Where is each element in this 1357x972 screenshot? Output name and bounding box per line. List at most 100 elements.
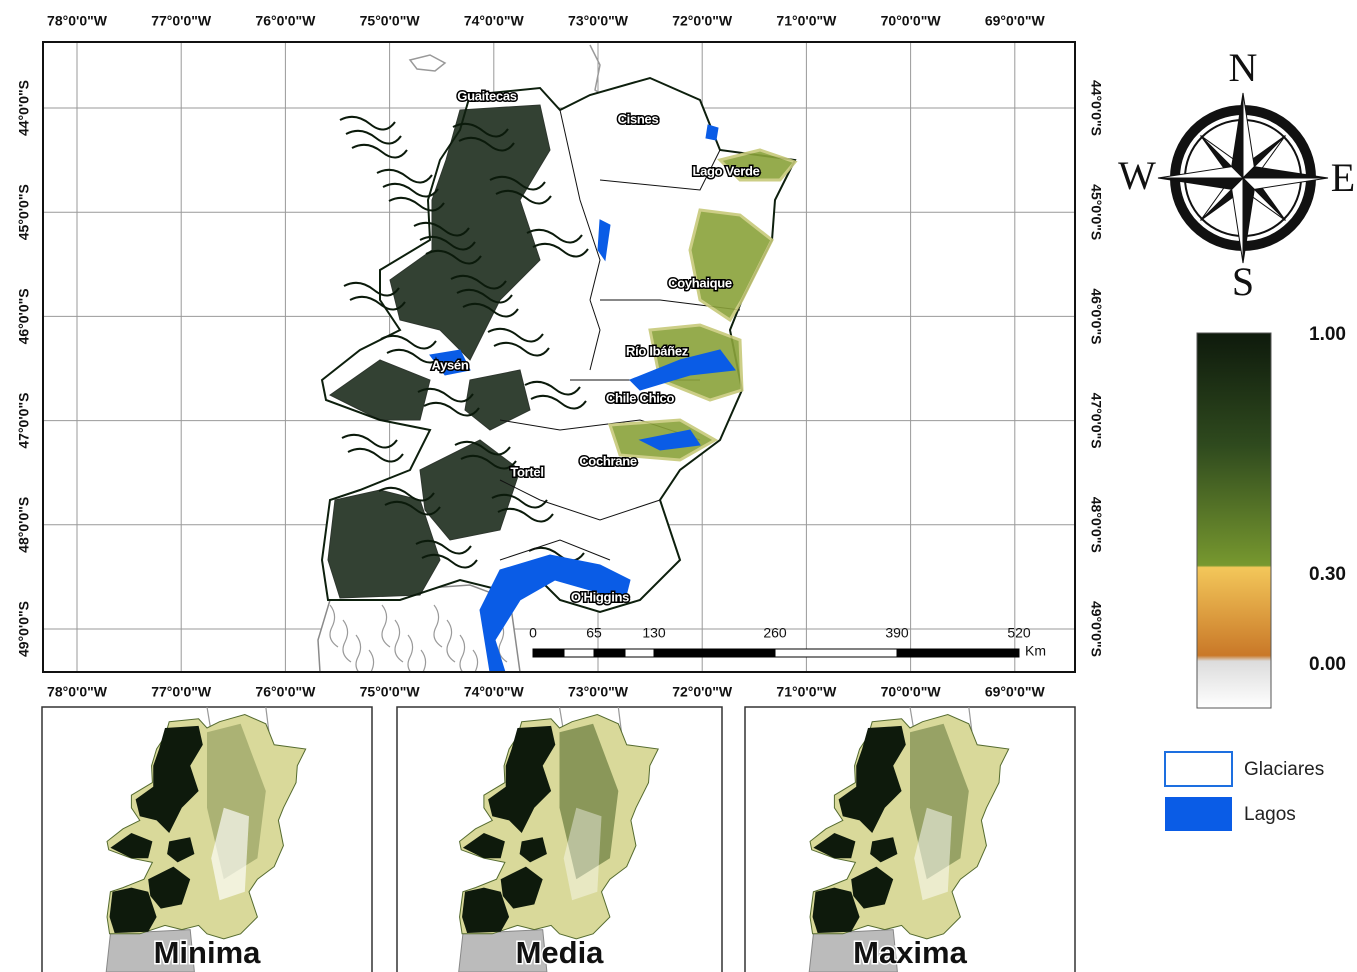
forest: [341, 433, 398, 449]
latitude-label: 44°0'0"S: [1088, 80, 1104, 136]
inset-bare: [563, 807, 602, 901]
forest: [382, 182, 439, 198]
forest: [413, 221, 470, 237]
scale-bar-unit: Km: [1025, 643, 1046, 659]
vegetation: [688, 208, 774, 323]
longitude-label: 71°0'0"W: [776, 684, 837, 700]
longitude-label: 77°0'0"W: [151, 13, 212, 29]
forest: [495, 189, 552, 205]
colorbar: [1196, 332, 1272, 709]
forest: [489, 175, 546, 191]
inset-forest: [488, 725, 556, 833]
forest: [460, 454, 517, 470]
inset-forest: [870, 837, 898, 863]
forest: [419, 235, 476, 251]
map-frame: [42, 41, 1076, 673]
compass-north: N: [1229, 45, 1258, 90]
longitude-label: 75°0'0"W: [360, 684, 421, 700]
scale-bar-segment: [774, 648, 898, 658]
colorbar-label: 0.30: [1309, 564, 1346, 585]
longitude-label: 73°0'0"W: [568, 684, 629, 700]
inset-neighbor: [808, 929, 898, 972]
latitude-label: 48°0'0"S: [16, 497, 32, 553]
place-label: Coyhaique: [668, 275, 732, 290]
longitude-label: 70°0'0"W: [881, 13, 942, 29]
place-label: Río Ibáñez: [626, 343, 689, 358]
neighbor-coast: [446, 619, 456, 663]
longitude-label: 72°0'0"W: [672, 13, 733, 29]
latitude-label: 49°0'0"S: [1088, 601, 1104, 657]
inset-forest: [167, 837, 195, 863]
longitude-label: 77°0'0"W: [151, 684, 212, 700]
lake: [429, 349, 471, 376]
map-content: [43, 42, 1075, 672]
inset-forest: [148, 866, 191, 909]
longitude-label: 78°0'0"W: [47, 684, 108, 700]
longitude-label: 69°0'0"W: [985, 13, 1046, 29]
place-label: Aysén: [431, 357, 468, 372]
inset-forest: [838, 725, 906, 833]
longitude-label: 76°0'0"W: [255, 684, 316, 700]
inset-title: Minima: [154, 935, 262, 970]
boundary: [589, 299, 601, 371]
scale-bar-label: 520: [1007, 625, 1031, 641]
longitude-label: 70°0'0"W: [881, 684, 942, 700]
inset-title: Media: [516, 935, 605, 970]
inset-forest: [812, 887, 860, 933]
inset-forest: [109, 887, 157, 933]
neighbor-coast: [368, 649, 375, 672]
latitude-label: 49°0'0"S: [16, 601, 32, 657]
forest: [532, 242, 589, 258]
inset-forest: [135, 725, 203, 833]
scale-bar-label: 390: [885, 625, 909, 641]
neighbor-coast: [472, 649, 479, 672]
latitude-label: 46°0'0"S: [16, 288, 32, 344]
legend-swatch: [1165, 797, 1232, 831]
forest: [384, 500, 441, 516]
forest: [349, 295, 406, 311]
longitude-label: 74°0'0"W: [464, 13, 525, 29]
colorbar-label: 1.00: [1309, 324, 1346, 345]
forest: [530, 394, 587, 410]
compass-west: W: [1118, 153, 1156, 198]
boundary: [499, 539, 611, 561]
inset-neighbor: [105, 929, 195, 972]
latitude-label: 47°0'0"S: [16, 393, 32, 449]
forest: [528, 546, 585, 562]
forest: [415, 539, 472, 555]
place-label: Guaitecas: [457, 88, 517, 103]
place-label: Chile Chico: [606, 390, 675, 405]
place-label: Cisnes: [618, 111, 659, 126]
forest: [339, 115, 396, 131]
lake: [629, 349, 736, 391]
forest: [454, 440, 511, 456]
scale-bar-segment: [653, 648, 776, 658]
lake: [638, 429, 701, 451]
forest: [458, 136, 515, 152]
latitude-label: 44°0'0"S: [16, 80, 32, 136]
boundary: [599, 149, 721, 191]
inset-forest: [500, 866, 543, 909]
lake: [705, 124, 719, 141]
inset-forest: [519, 837, 547, 863]
neighbor-coast: [433, 604, 443, 648]
forest: [345, 129, 402, 145]
inset-title: Maxima: [853, 935, 967, 970]
longitude-label: 69°0'0"W: [985, 684, 1046, 700]
latitude-label: 47°0'0"S: [1088, 393, 1104, 449]
longitude-label: 71°0'0"W: [776, 13, 837, 29]
vegetation: [717, 148, 798, 182]
inset-bare: [211, 807, 249, 901]
inset: Maxima: [744, 706, 1076, 972]
legend-swatch: [1164, 751, 1233, 787]
longitude-label: 73°0'0"W: [568, 13, 629, 29]
forest: [376, 168, 433, 184]
boundary: [559, 109, 601, 301]
inset-forest: [462, 833, 505, 859]
scale-bar-label: 260: [763, 625, 787, 641]
compass-south: S: [1232, 259, 1254, 304]
inset-forest: [851, 866, 894, 909]
forest: [327, 489, 441, 599]
scale-bar-label: 0: [529, 625, 537, 641]
